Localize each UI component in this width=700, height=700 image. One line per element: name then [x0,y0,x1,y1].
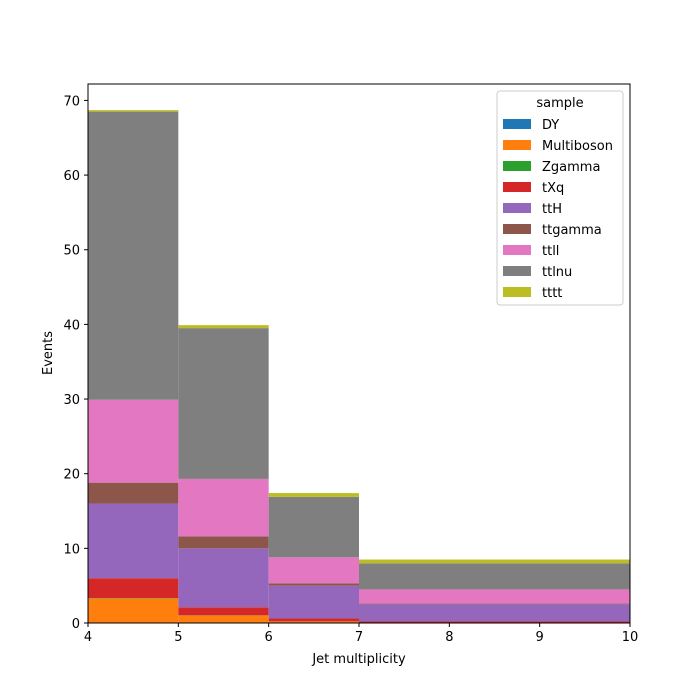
legend-swatch-tth [503,203,531,213]
x-tick-label: 8 [445,630,453,645]
bar-tttt-bin-3 [359,559,630,564]
legend-swatch-tttt [503,287,531,297]
legend-label-zgamma: Zgamma [542,160,600,175]
legend-swatch-txq [503,182,531,192]
x-tick-label: 6 [265,630,273,645]
legend-label-tttt: tttt [542,286,562,301]
y-tick-label: 10 [63,542,80,557]
bar-ttgamma-bin-3 [359,603,630,605]
bar-multiboson-bin-1 [178,615,269,623]
legend-items: DY Multiboson Zgamma tXq ttH ttgamma ttll ttlnu… [503,118,613,301]
legend-swatch-dy [503,119,531,129]
legend-swatch-multiboson [503,140,531,150]
bar-tth-bin-2 [268,585,359,619]
legend-swatch-ttgamma [503,224,531,234]
bar-ttll-bin-1 [178,478,269,537]
bar-txq-bin-3 [359,621,630,623]
y-tick-label: 60 [63,169,80,184]
bar-tttt-bin-1 [178,325,269,329]
bar-tttt-bin-2 [268,493,359,497]
bar-ttll-bin-0 [88,399,179,483]
bar-ttgamma-bin-0 [88,482,179,504]
y-tick-label: 0 [72,617,80,632]
legend-swatch-ttlnu [503,266,531,276]
bar-multiboson-bin-0 [88,598,179,623]
legend-label-txq: tXq [542,181,564,196]
bar-ttlnu-bin-3 [359,563,630,590]
bar-ttll-bin-3 [359,589,630,604]
legend-label-ttgamma: ttgamma [542,223,602,238]
x-tick-label: 10 [622,630,639,645]
x-tick-label: 4 [84,630,92,645]
bar-tth-bin-3 [359,604,630,622]
x-tick-label: 9 [536,630,544,645]
histogram-bars [88,110,630,623]
legend-label-tth: ttH [542,202,562,217]
legend-label-dy: DY [542,118,559,133]
legend-swatch-zgamma [503,161,531,171]
x-tick-label: 5 [174,630,182,645]
y-axis-ticks: 0 10 20 30 40 50 60 70 [63,94,88,632]
bar-ttlnu-bin-0 [88,111,179,400]
bar-ttlnu-bin-1 [178,328,269,479]
legend: sample DY Multiboson Zgamma tXq ttH ttgamma tt… [496,90,624,306]
x-axis-ticks: 4 5 6 7 8 9 10 [84,623,638,645]
legend-label-multiboson: Multiboson [542,139,613,154]
legend-label-ttlnu: ttlnu [542,265,572,280]
bar-tttt-bin-0 [88,110,179,112]
bar-ttgamma-bin-1 [178,536,269,549]
y-tick-label: 30 [63,393,80,408]
y-tick-label: 70 [63,94,80,109]
bar-ttll-bin-2 [268,557,359,584]
y-tick-label: 20 [63,468,80,483]
y-axis-label: Events [41,331,56,375]
bar-ttgamma-bin-2 [268,583,359,586]
bar-ttlnu-bin-2 [268,496,359,558]
bar-txq-bin-2 [268,618,359,622]
y-tick-label: 50 [63,244,80,259]
bar-txq-bin-0 [88,578,179,598]
x-axis-label: Jet multiplicity [311,652,406,667]
bar-multiboson-bin-2 [268,621,359,623]
legend-label-ttll: ttll [542,244,559,259]
bar-tth-bin-0 [88,503,179,579]
y-tick-label: 40 [63,318,80,333]
legend-swatch-ttll [503,245,531,255]
legend-title: sample [536,96,583,111]
bar-tth-bin-1 [178,548,269,608]
x-tick-label: 7 [355,630,363,645]
bar-txq-bin-1 [178,607,269,616]
